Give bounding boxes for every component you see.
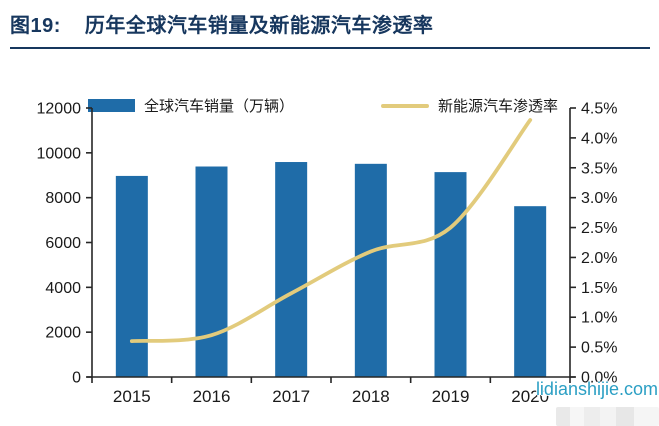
right-axis-label: 2.0% — [581, 250, 617, 267]
left-axis-label: 4000 — [45, 280, 81, 297]
right-axis-label: 1.5% — [581, 280, 617, 297]
left-axis-label: 6000 — [45, 235, 81, 252]
figure-header: 图19: 历年全球汽车销量及新能源汽车渗透率 — [10, 9, 649, 38]
right-axis-label: 3.0% — [581, 190, 617, 207]
left-axis-label: 0 — [72, 370, 81, 387]
right-axis-label: 1.0% — [581, 310, 617, 327]
right-axis-label: 2.5% — [581, 220, 617, 237]
right-axis-label: 3.5% — [581, 160, 617, 177]
figure-number-label: 图19: — [10, 15, 61, 37]
bar-series-label: 全球汽车销量（万辆） — [144, 98, 295, 115]
bar-2020 — [514, 206, 547, 377]
bar-2019 — [434, 172, 467, 377]
right-axis-label: 4.5% — [581, 101, 617, 118]
x-axis-label: 2016 — [193, 387, 231, 406]
right-axis-label: 0.5% — [581, 340, 617, 357]
left-axis-label: 10000 — [37, 145, 82, 162]
chart-legend: 全球汽车销量（万辆） 新能源汽车渗透率 — [88, 95, 558, 116]
x-axis-label: 2019 — [432, 387, 470, 406]
line-series-label: 新能源汽车渗透率 — [437, 98, 558, 115]
x-axis-label: 2017 — [272, 387, 310, 406]
watermark-text: lidianshijie.com — [535, 379, 658, 399]
bar-2017 — [275, 162, 308, 377]
x-axis-label: 2015 — [113, 387, 151, 406]
blurred-region — [556, 407, 659, 426]
page-title: 历年全球汽车销量及新能源汽车渗透率 — [84, 15, 434, 37]
bar-series-swatch — [88, 99, 135, 112]
line-series-swatch — [380, 103, 429, 108]
title-divider — [10, 47, 650, 49]
left-axis-label: 8000 — [45, 190, 81, 207]
bar-2018 — [354, 163, 387, 377]
bar-2015 — [115, 175, 148, 377]
left-axis-label: 12000 — [37, 101, 82, 118]
legend-item-penetration: 新能源汽车渗透率 — [380, 95, 558, 116]
x-axis-label: 2020 — [511, 387, 549, 406]
left-axis-label: 2000 — [45, 325, 81, 342]
legend-item-sales: 全球汽车销量（万辆） — [88, 95, 294, 116]
x-axis-label: 2018 — [352, 387, 390, 406]
right-axis-label: 4.0% — [581, 130, 617, 147]
right-axis-label: 0.0% — [581, 370, 617, 387]
penetration-line — [129, 118, 533, 344]
bar-2016 — [195, 166, 228, 377]
